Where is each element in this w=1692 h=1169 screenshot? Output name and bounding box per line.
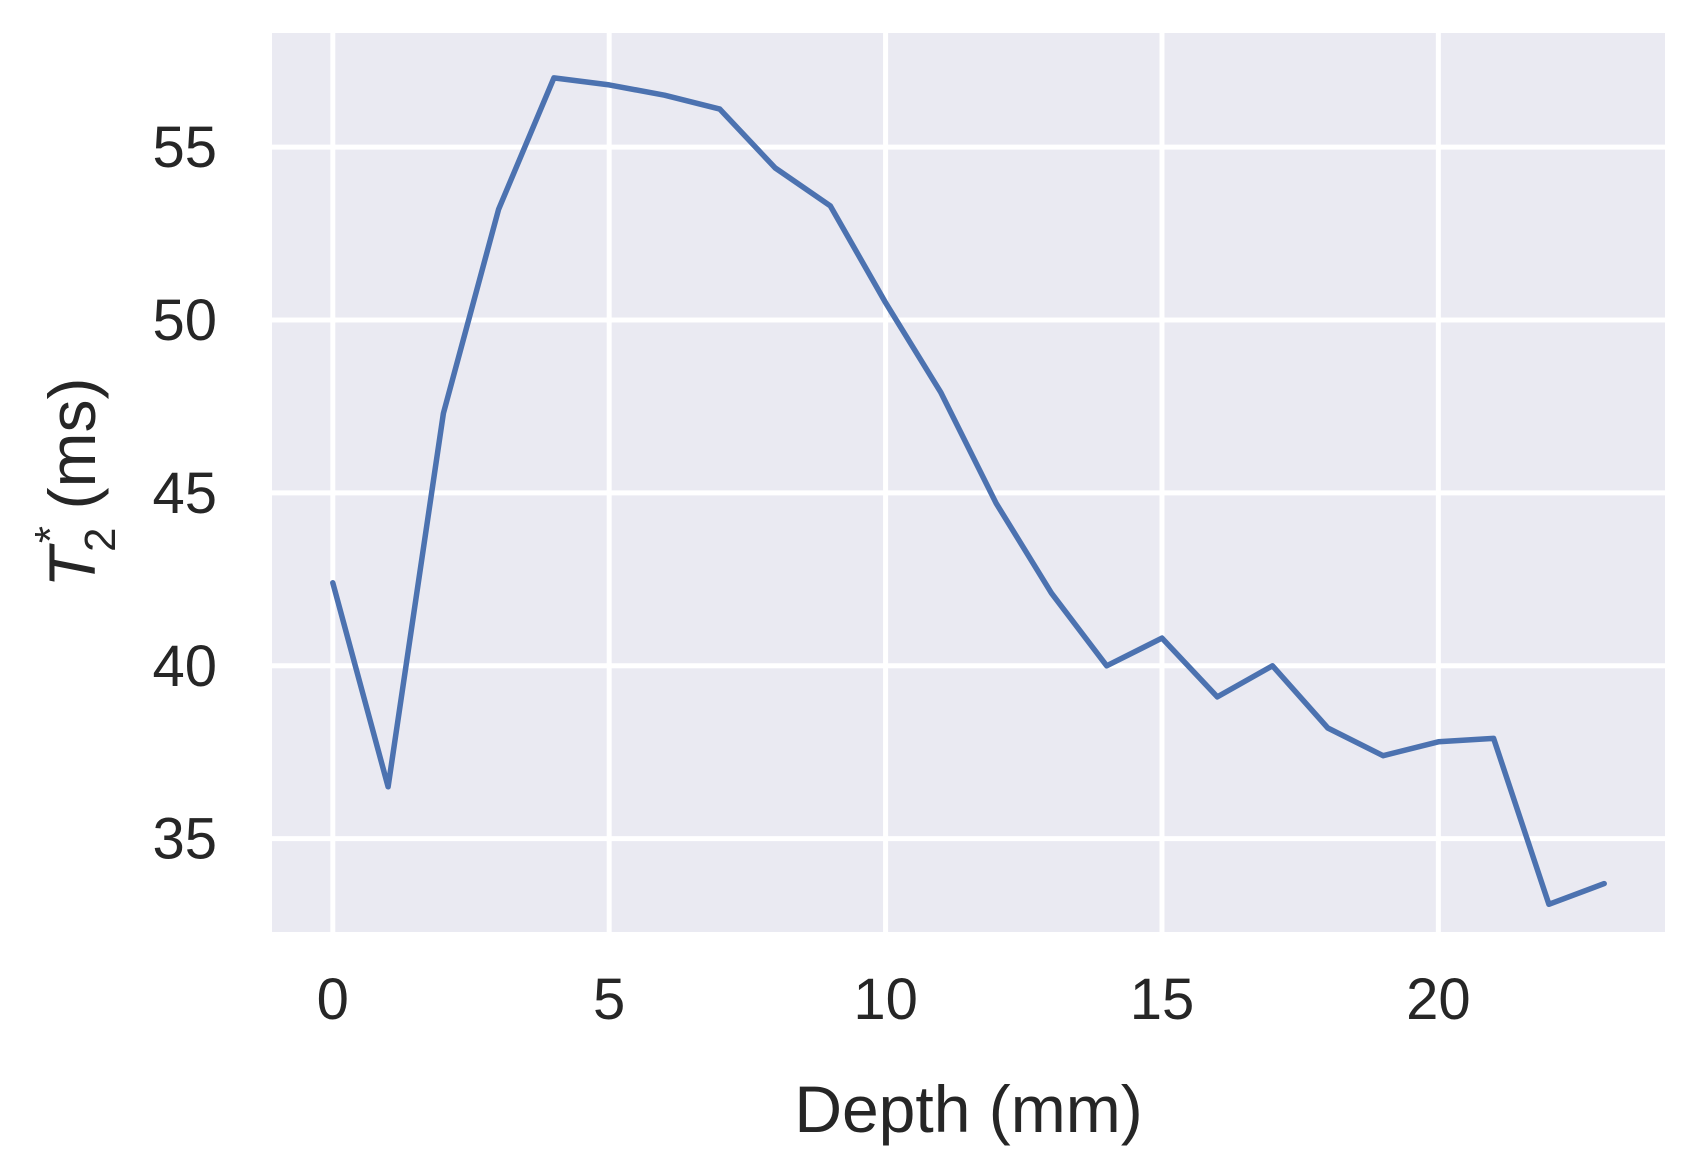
y-tick-label: 45 [152,461,217,526]
x-tick-label: 5 [593,967,625,1032]
x-tick-label: 0 [317,967,349,1032]
y-axis-label-unit: (ms) [35,378,109,510]
y-tick-label: 35 [152,807,217,872]
y-axis-label: T*2 (ms) [26,378,125,588]
y-axis-label-symbol: T [35,542,109,587]
x-axis-ticks: 0 5 10 15 20 [317,967,1471,1032]
x-tick-label: 10 [853,967,918,1032]
plot-area [272,33,1665,932]
series-layer [330,75,1607,908]
x-tick-label: 15 [1130,967,1195,1032]
y-tick-label: 55 [152,115,217,180]
grid [272,33,1665,932]
y-tick-label: 50 [152,288,217,353]
svg-text:T*2(ms): T*2 (ms) [26,378,125,588]
y-axis-label-superscript: * [26,526,75,543]
x-tick-label: 20 [1406,967,1471,1032]
y-tick-label: 40 [152,634,217,699]
series-line [330,75,1607,908]
y-axis-label-subscript: 2 [76,528,125,552]
y-axis-ticks: 35 40 45 50 55 [152,115,217,872]
x-axis-label: Depth (mm) [794,1072,1142,1146]
